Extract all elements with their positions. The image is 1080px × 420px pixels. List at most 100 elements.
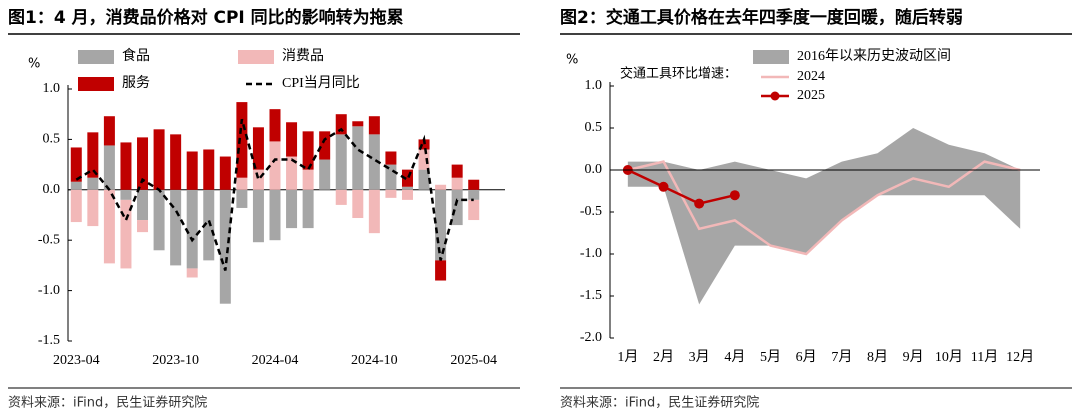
bar	[286, 189, 298, 229]
chart-title: 图1：4 月，消费品价格对 CPI 同比的影响转为拖累	[8, 7, 404, 28]
bar	[186, 189, 198, 269]
legend-label: 2016年以来历史波动区间	[797, 48, 951, 64]
bar	[186, 268, 198, 278]
x-tick-label: 2024-04	[252, 353, 299, 368]
bar	[335, 189, 347, 205]
x-tick-label: 11月	[971, 349, 998, 365]
bar	[435, 189, 447, 261]
line	[75, 118, 474, 271]
y-tick-label: -0.5	[580, 204, 602, 219]
bar	[335, 134, 347, 190]
x-tick-label: 2023-10	[152, 353, 199, 368]
bar	[335, 114, 347, 135]
bar	[385, 189, 397, 198]
bar	[252, 127, 264, 170]
x-tick-label: 5月	[760, 349, 781, 365]
y-tick-label: -0.5	[38, 232, 60, 247]
bar	[70, 189, 82, 223]
bar	[451, 164, 463, 178]
bar	[352, 126, 364, 190]
x-tick-label: 6月	[796, 349, 817, 365]
bar	[368, 116, 380, 135]
bar	[186, 151, 198, 190]
bar	[435, 184, 447, 190]
bar	[269, 109, 281, 142]
bar	[302, 189, 314, 229]
bar	[252, 169, 264, 190]
line	[627, 160, 1021, 256]
bar	[401, 189, 413, 200]
legend-swatch	[753, 50, 789, 64]
bar	[286, 156, 298, 190]
bar	[236, 177, 248, 190]
y-tick-label: -1.0	[38, 283, 60, 298]
bar	[170, 134, 182, 190]
bar	[269, 189, 281, 241]
y-tick-label: -1.5	[38, 333, 60, 348]
bar	[103, 189, 115, 264]
x-tick-label: 4月	[724, 349, 745, 365]
bar	[286, 122, 298, 157]
bar	[236, 102, 248, 178]
bar	[219, 189, 231, 304]
bar	[352, 189, 364, 219]
y-tick-label: 0.5	[43, 132, 61, 147]
x-tick-label: 2023-04	[53, 353, 100, 368]
y-tick-label: 0.0	[43, 182, 61, 197]
bar	[302, 131, 314, 170]
y-tick-label: 0.5	[585, 120, 603, 135]
range-area	[627, 128, 1021, 305]
annotation: 交通工具环比增速：	[620, 66, 737, 82]
bar	[418, 169, 430, 190]
bar	[418, 139, 430, 150]
bar	[120, 199, 132, 269]
bar	[153, 189, 165, 251]
legend-label: 2024	[797, 69, 825, 84]
legend-swatch	[78, 50, 114, 64]
bar	[269, 141, 281, 190]
bar	[368, 189, 380, 234]
bar	[401, 169, 413, 187]
x-tick-label: 3月	[689, 349, 710, 365]
legend-marker	[770, 91, 780, 101]
x-tick-label: 2024-10	[351, 353, 398, 368]
bar	[368, 134, 380, 190]
bar	[401, 186, 413, 190]
bar	[319, 159, 331, 190]
legend-label: 2025	[797, 88, 825, 103]
bar	[203, 149, 215, 190]
y-label: %	[566, 53, 578, 68]
bar	[319, 131, 331, 160]
x-tick-label: 1月	[617, 349, 638, 365]
chart-title: 图2：交通工具价格在去年四季度一度回暖，随后转弱	[560, 7, 963, 28]
bar	[103, 116, 115, 146]
x-tick-label: 2025-04	[450, 353, 497, 368]
x-tick-label: 9月	[903, 349, 924, 365]
x-tick-label: 2月	[653, 349, 674, 365]
legend-label: 服务	[122, 75, 150, 91]
point	[729, 190, 740, 201]
legend-label: 食品	[122, 47, 150, 64]
y-tick-label: -1.0	[580, 246, 602, 261]
bar	[87, 132, 99, 178]
x-tick-label: 10月	[935, 349, 963, 365]
legend-label: 消费品	[282, 48, 324, 64]
bar	[352, 121, 364, 127]
bar	[70, 147, 82, 182]
x-tick-label: 12月	[1006, 349, 1034, 365]
bar	[137, 189, 149, 221]
bar	[87, 189, 99, 227]
bar	[170, 189, 182, 266]
bar	[418, 149, 430, 170]
legend-swatch	[238, 50, 274, 64]
bar	[219, 156, 231, 190]
x-tick-label: 8月	[867, 349, 888, 365]
bar	[252, 189, 264, 243]
bar	[137, 220, 149, 233]
bar	[203, 189, 215, 261]
x-tick-label: 7月	[831, 349, 852, 365]
point	[658, 181, 669, 192]
bar	[468, 199, 480, 221]
bar	[120, 142, 132, 190]
